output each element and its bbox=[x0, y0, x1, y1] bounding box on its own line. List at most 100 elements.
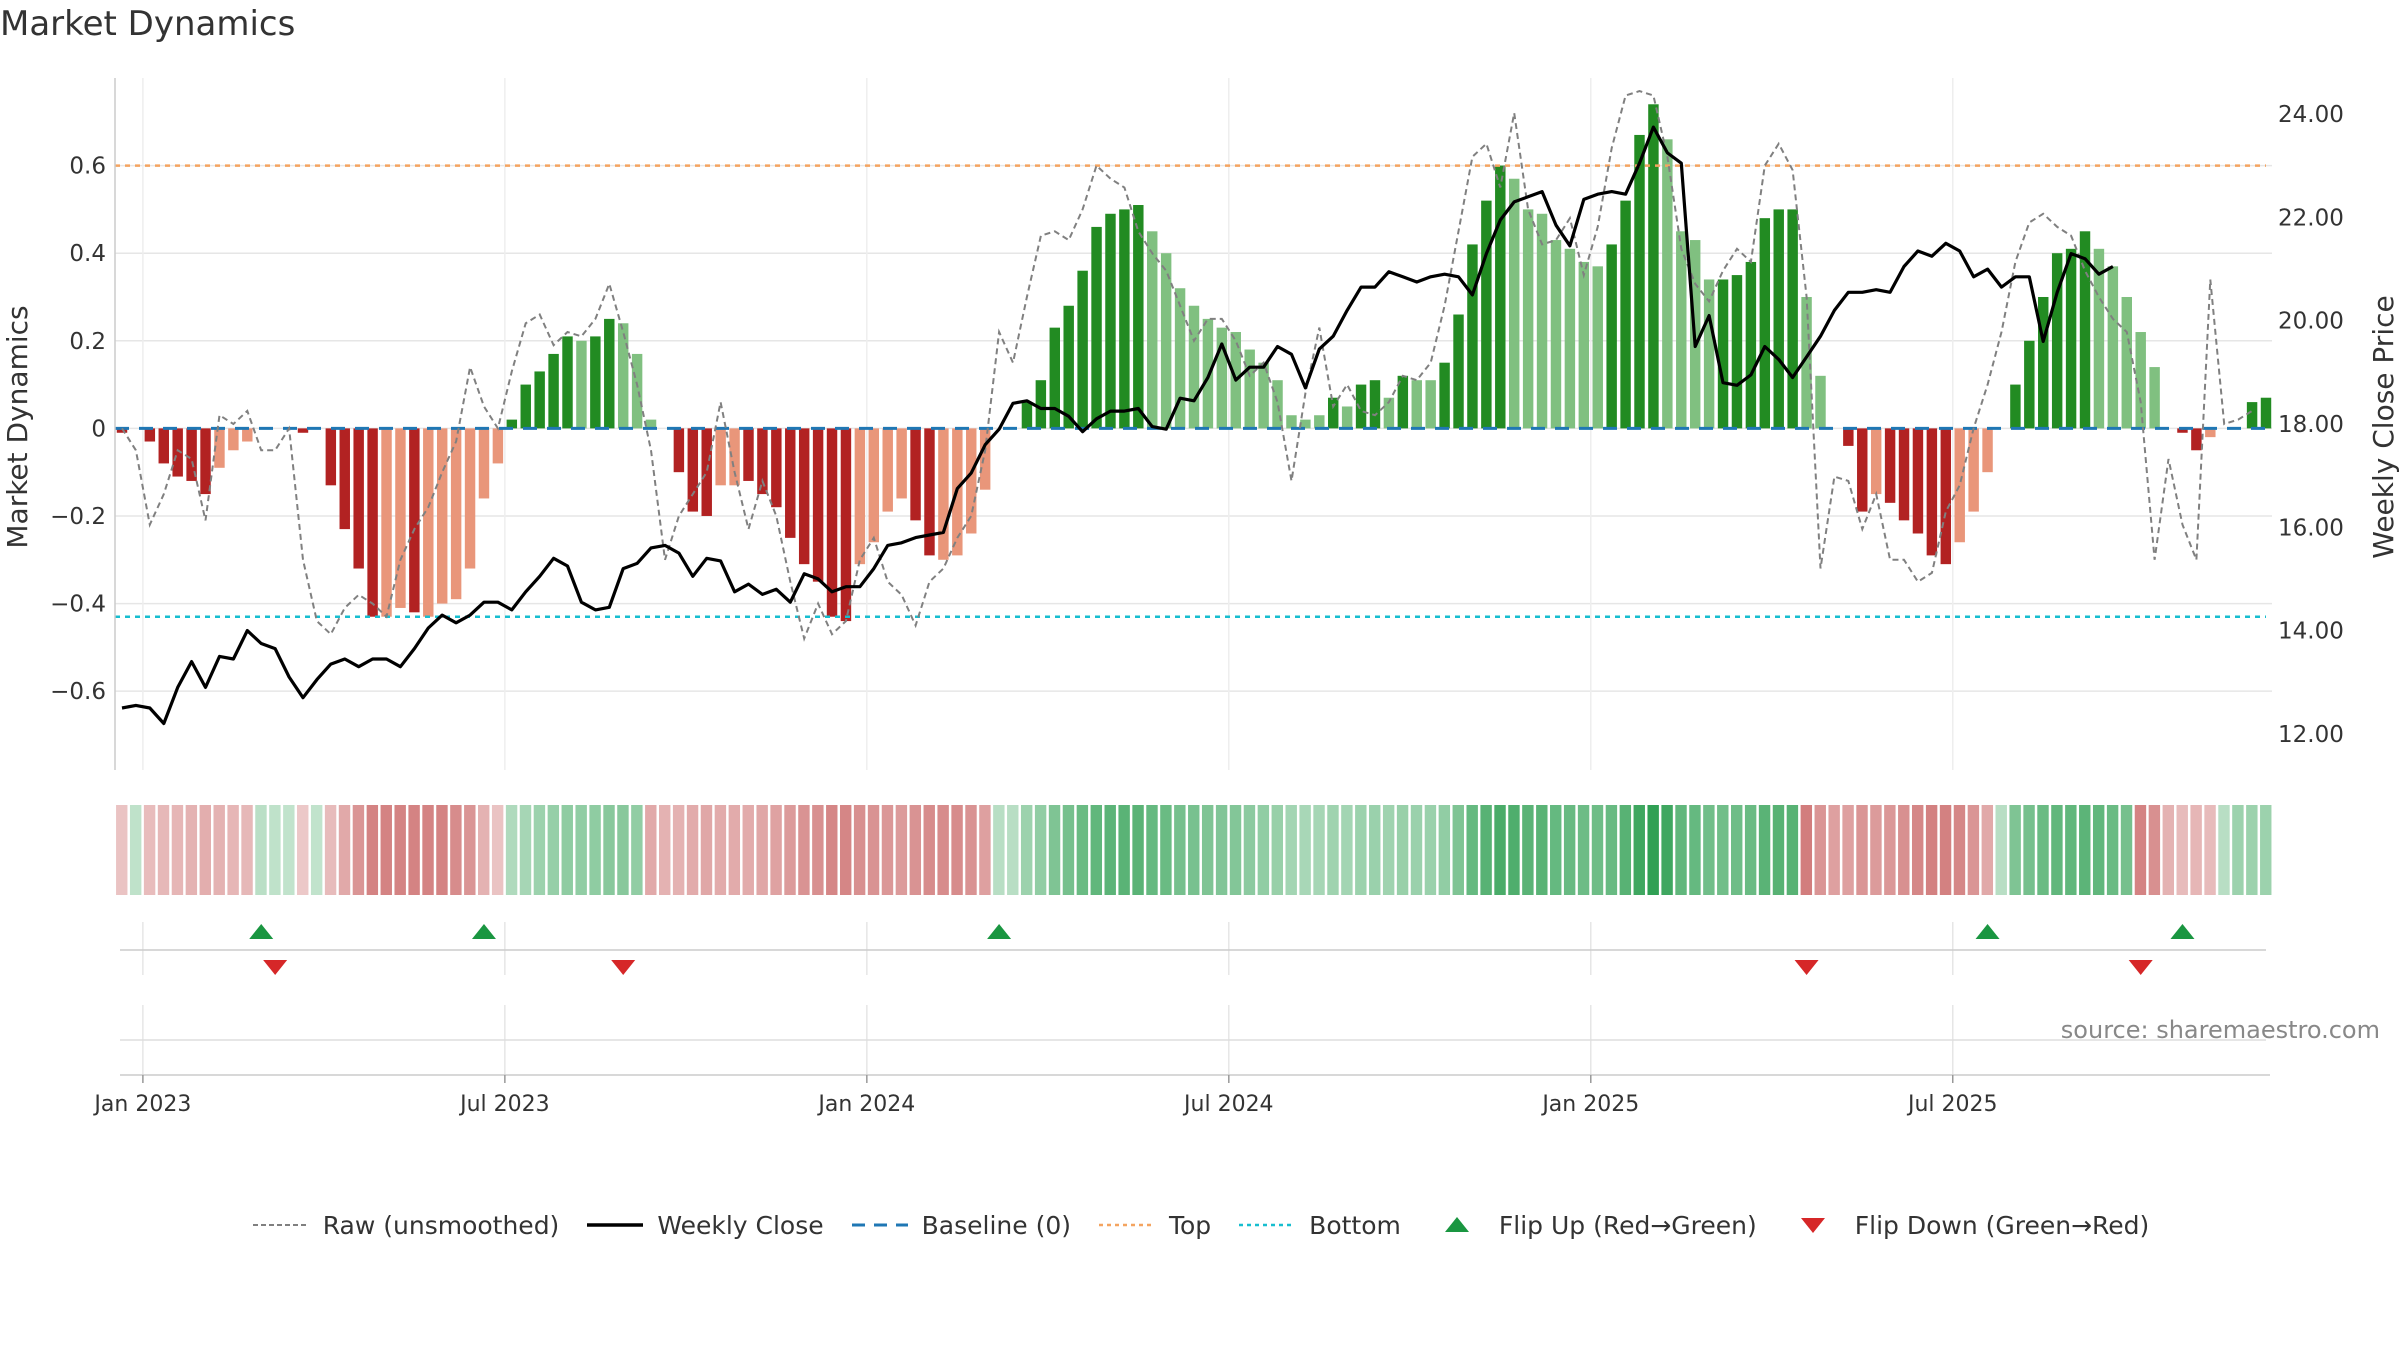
heat-cell bbox=[213, 805, 225, 895]
heat-cell bbox=[2092, 805, 2105, 895]
x-tick-label: Jul 2024 bbox=[1182, 1092, 1274, 1117]
heat-cell bbox=[1703, 805, 1715, 895]
dynamics-bar bbox=[1439, 362, 1450, 429]
heat-cell bbox=[951, 805, 963, 895]
y-tick-label: 0.6 bbox=[69, 154, 106, 180]
axes-layer: −0.6 −0.4 −0.2 0 0.2 0.4 0.6 12.00 14.00 16.00 18.… bbox=[1, 78, 2400, 1117]
heat-cell bbox=[617, 805, 629, 895]
heat-cell bbox=[1605, 805, 1618, 895]
dynamics-bar bbox=[1063, 305, 1074, 429]
dynamics-bar bbox=[1425, 380, 1436, 429]
heat-cell bbox=[575, 805, 587, 895]
dynamics-bar bbox=[2107, 266, 2119, 429]
dynamics-bar bbox=[757, 428, 768, 495]
heat-cell bbox=[686, 805, 699, 895]
dynamics-bar bbox=[1369, 380, 1381, 429]
close-swatch-icon bbox=[587, 1223, 644, 1227]
heat-cell bbox=[547, 805, 560, 895]
legend-item-top: Top bbox=[1097, 1211, 1211, 1240]
dynamics-bar bbox=[1648, 104, 1659, 429]
dynamics-bar bbox=[2135, 332, 2146, 429]
dynamics-bar bbox=[1884, 428, 1896, 503]
heat-cell bbox=[1647, 805, 1659, 895]
dynamics-bar bbox=[1467, 244, 1478, 429]
dynamics-bar bbox=[423, 428, 434, 617]
legend-label: Flip Down (Green→Red) bbox=[1854, 1210, 2150, 1240]
heat-cell bbox=[826, 805, 838, 895]
heat-cell bbox=[784, 805, 796, 895]
dynamics-bar bbox=[812, 428, 824, 582]
heat-cell bbox=[338, 805, 351, 895]
y2-tick-label: 14.00 bbox=[2278, 619, 2344, 645]
dynamics-bar bbox=[1773, 209, 1784, 429]
dynamics-bar bbox=[1662, 139, 1673, 429]
heat-cell bbox=[2065, 805, 2077, 895]
heat-cell bbox=[519, 805, 532, 895]
heat-cell bbox=[1355, 805, 1367, 895]
heat-cell bbox=[965, 805, 977, 895]
heat-cell bbox=[283, 805, 295, 895]
heat-cell bbox=[2079, 805, 2091, 895]
y-tick-label: 0 bbox=[91, 416, 106, 442]
dynamics-bar bbox=[1286, 415, 1297, 429]
heat-cell bbox=[1382, 805, 1395, 895]
dynamics-bar bbox=[186, 428, 197, 481]
dynamics-bar bbox=[1049, 327, 1060, 429]
dynamics-bar bbox=[2121, 296, 2132, 429]
heat-cell bbox=[770, 805, 782, 895]
heat-cell bbox=[1090, 805, 1103, 895]
dynamics-bar bbox=[1940, 428, 1952, 565]
heat-cell bbox=[1132, 805, 1144, 895]
dynamics-bar bbox=[1620, 200, 1631, 429]
heat-cell bbox=[1201, 805, 1214, 895]
heat-cell bbox=[1243, 805, 1256, 895]
dynamics-bar bbox=[715, 428, 726, 486]
y2-axis-title: Weekly Close Price bbox=[2367, 295, 2400, 558]
dynamics-bar bbox=[910, 428, 921, 521]
top-swatch-icon bbox=[1098, 1223, 1155, 1227]
dynamics-bar bbox=[771, 428, 782, 508]
dynamics-bar bbox=[1870, 428, 1882, 495]
dynamics-bar bbox=[1105, 213, 1116, 429]
dynamics-bar bbox=[1272, 380, 1283, 429]
dynamics-bar bbox=[2051, 253, 2063, 429]
heat-cell bbox=[380, 805, 392, 895]
heat-cell bbox=[2023, 805, 2035, 895]
flip-down-icon bbox=[263, 960, 288, 975]
heat-cell bbox=[491, 805, 504, 895]
dynamics-bar bbox=[2149, 367, 2160, 429]
heat-cell bbox=[1633, 805, 1645, 895]
dynamics-bar bbox=[116, 428, 128, 433]
heat-cell bbox=[1327, 805, 1339, 895]
dynamics-bar bbox=[1160, 253, 1172, 429]
flip-down-swatch-icon bbox=[1800, 1218, 1825, 1233]
bottom-swatch-icon bbox=[1239, 1223, 1296, 1227]
x-tick-label: Jul 2025 bbox=[1906, 1092, 1998, 1117]
heat-cell bbox=[129, 805, 142, 895]
dynamics-bar bbox=[436, 428, 448, 604]
heat-cell bbox=[1772, 805, 1785, 895]
legend-item-raw: Raw (unsmoothed) bbox=[251, 1211, 559, 1240]
dynamics-bar bbox=[1703, 279, 1715, 429]
x-tick-label: Jan 2023 bbox=[92, 1092, 191, 1117]
heat-cell bbox=[478, 805, 490, 895]
heat-cell bbox=[352, 805, 365, 895]
heat-cell bbox=[2134, 805, 2147, 895]
dynamics-bar bbox=[1843, 428, 1854, 446]
heat-cell bbox=[2037, 805, 2049, 895]
dynamics-bar bbox=[464, 428, 476, 569]
y-tick-label: 0.2 bbox=[69, 329, 106, 355]
heat-cell bbox=[1550, 805, 1562, 895]
heat-cell bbox=[1856, 805, 1868, 895]
dynamics-bar bbox=[1982, 428, 1993, 473]
heat-cell bbox=[881, 805, 894, 895]
dynamics-bar bbox=[1077, 270, 1088, 429]
flip-up-swatch-icon bbox=[1444, 1217, 1469, 1232]
heat-cell bbox=[310, 805, 323, 895]
dynamics-bar bbox=[1258, 362, 1269, 429]
heat-cell bbox=[1577, 805, 1590, 895]
heat-cell bbox=[1744, 805, 1757, 895]
dynamics-bar bbox=[1676, 231, 1687, 429]
heat-cell bbox=[1160, 805, 1172, 895]
dynamics-bar bbox=[1857, 428, 1868, 512]
